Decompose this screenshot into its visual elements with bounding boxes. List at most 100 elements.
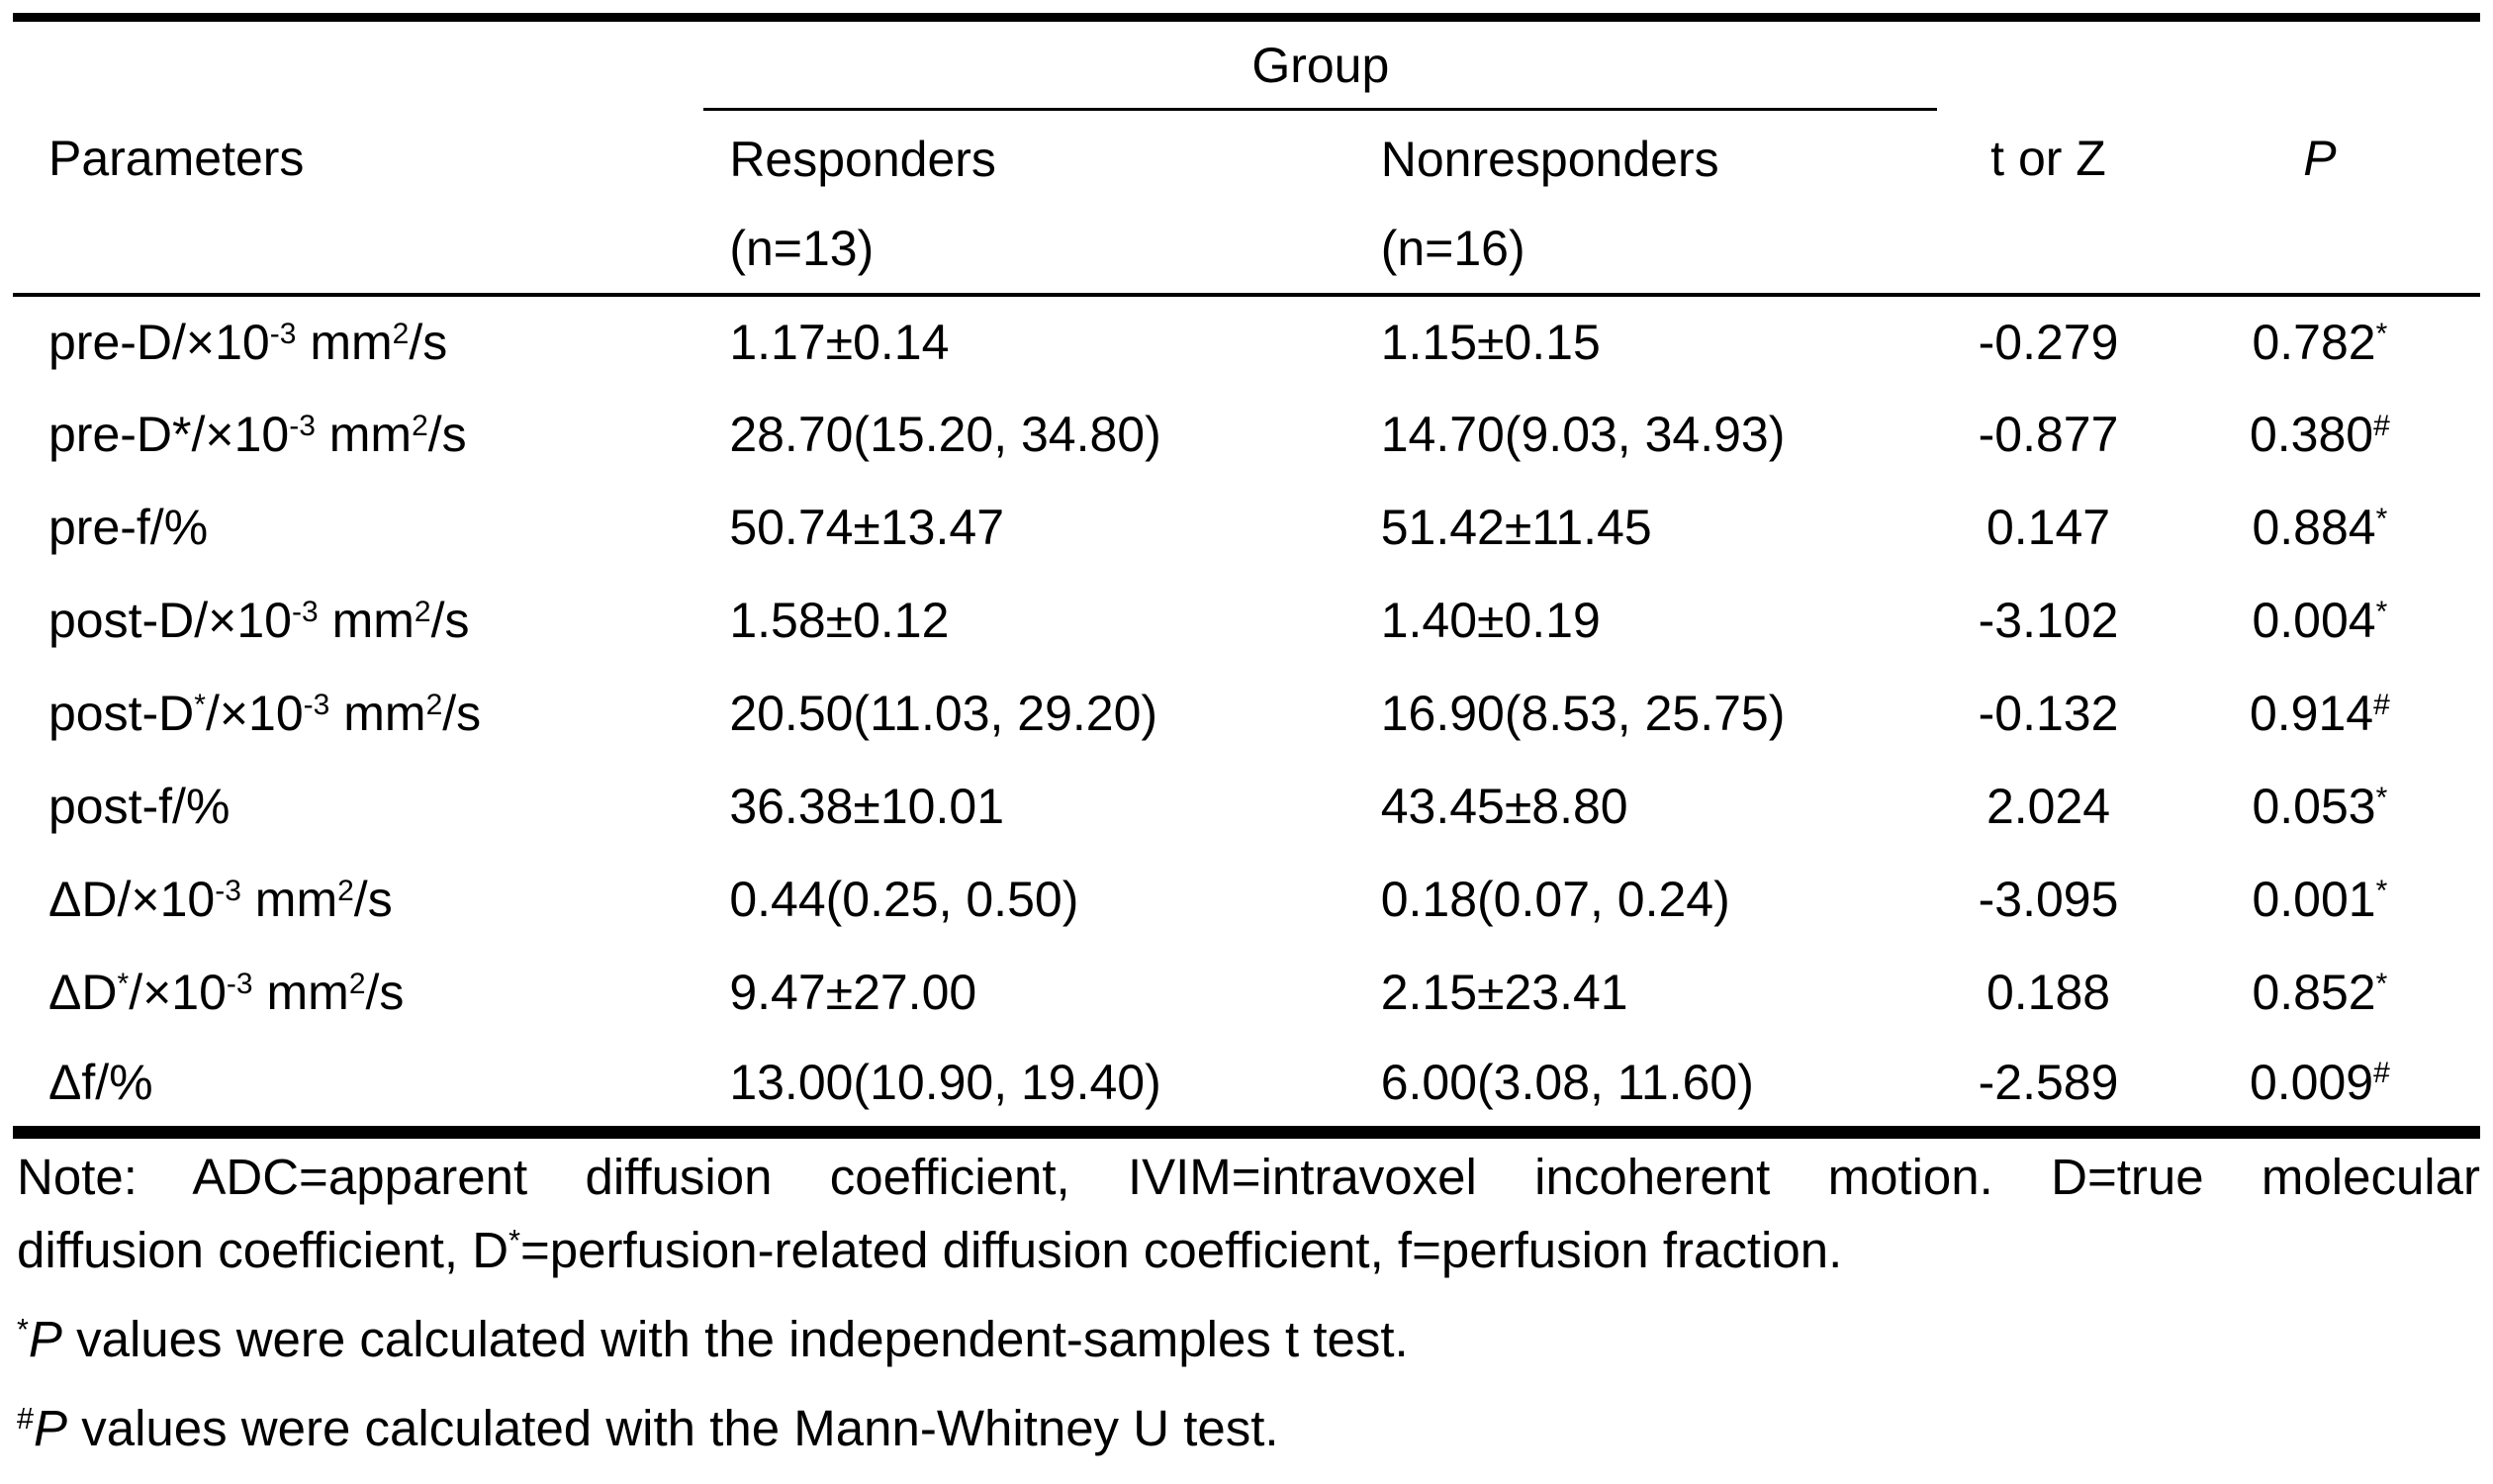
nonresponders-value-cell: 6.00(3.08, 11.60): [1380, 1054, 1754, 1110]
t-or-z-value-cell: -3.102: [1978, 593, 2119, 648]
table-row: ΔD*/×10-3 mm2/s 9.47±27.00 2.15±23.41 0.…: [13, 946, 2480, 1039]
p-marker-sup: #: [2373, 1057, 2390, 1090]
responders-value-cell: 1.17±0.14: [729, 315, 950, 370]
p-marker-sup: #: [2373, 409, 2390, 442]
p-value: 0.009: [2249, 1054, 2374, 1110]
p-marker-sup: *: [2375, 781, 2388, 814]
col-header-responders: Responders (n=13): [703, 109, 1355, 297]
col-header-t-or-z: t or Z: [1937, 109, 2160, 297]
t-or-z-value-cell: -2.589: [1978, 1054, 2119, 1110]
p-value: 0.001: [2252, 872, 2376, 927]
t-or-z-label: t or Z: [1990, 130, 2106, 186]
p-value-cell: 0.884*: [2160, 481, 2480, 574]
nonresponders-label: Nonresponders: [1380, 132, 1719, 187]
group-label: Group: [1251, 37, 1390, 93]
group-row-spacer-p: [2160, 18, 2480, 110]
note-line: *P values were calculated with the indep…: [17, 1310, 1409, 1367]
t-or-z-value-cell: -0.877: [1978, 407, 2119, 462]
col-header-p: P: [2159, 109, 2480, 297]
p-marker-sup: *: [2375, 502, 2388, 535]
p-marker-sup: #: [2373, 688, 2390, 721]
p-value: 0.782: [2252, 315, 2376, 370]
p-marker-sup: *: [2375, 317, 2388, 350]
responders-n: (n=13): [729, 221, 875, 276]
responders-value-cell: 13.00(10.90, 19.40): [729, 1054, 1161, 1110]
param-cell: ΔD/×10-3 mm2/s: [48, 872, 393, 927]
p-value: 0.852: [2252, 965, 2376, 1020]
param-cell: pre-D*/×10-3 mm2/s: [48, 407, 467, 462]
nonresponders-n: (n=16): [1380, 221, 1525, 276]
table-row: post-D/×10-3 mm2/s 1.58±0.12 1.40±0.19 -…: [13, 574, 2480, 667]
param-cell: pre-f/%: [48, 500, 209, 555]
note-line: #P values were calculated with the Mann-…: [17, 1399, 1279, 1456]
p-value-cell: 0.001*: [2160, 853, 2480, 946]
p-value-cell: 0.852*: [2160, 946, 2480, 1039]
col-header-nonresponders: Nonresponders (n=16): [1354, 109, 1938, 297]
param-cell: ΔD*/×10-3 mm2/s: [48, 965, 405, 1020]
nonresponders-value-cell: 16.90(8.53, 25.75): [1380, 686, 1786, 741]
nonresponders-value-cell: 14.70(9.03, 34.93): [1380, 407, 1786, 462]
table-row: pre-D/×10-3 mm2/s 1.17±0.14 1.15±0.15 -0…: [13, 295, 2480, 388]
nonresponders-value-cell: 2.15±23.41: [1380, 965, 1628, 1020]
table-row: post-f/% 36.38±10.01 43.45±8.80 2.024 0.…: [13, 760, 2480, 853]
t-or-z-value-cell: 0.147: [1985, 500, 2111, 555]
responders-label: Responders: [729, 132, 996, 187]
responders-value-cell: 36.38±10.01: [729, 779, 1004, 834]
t-or-z-value-cell: -3.095: [1978, 872, 2119, 927]
responders-value-cell: 0.44(0.25, 0.50): [729, 872, 1079, 927]
param-cell: post-D/×10-3 mm2/s: [48, 593, 470, 648]
t-or-z-value-cell: -0.279: [1978, 315, 2119, 370]
group-header-cell: Group: [703, 17, 1938, 111]
param-cell: post-f/%: [48, 779, 231, 834]
t-or-z-value-cell: 0.188: [1985, 965, 2111, 1020]
p-value: 0.884: [2252, 500, 2376, 555]
group-row-spacer-left: [13, 18, 703, 110]
table-row: ΔD/×10-3 mm2/s 0.44(0.25, 0.50) 0.18(0.0…: [13, 853, 2480, 946]
ivim-parameters-table: Group Parameters Responders (n=13) Nonre…: [13, 13, 2480, 1139]
param-cell: pre-D/×10-3 mm2/s: [48, 315, 448, 370]
note-paragraph: *P values were calculated with the indep…: [17, 1303, 2480, 1376]
group-row-spacer-t: [1937, 18, 2159, 110]
param-cell: post-D*/×10-3 mm2/s: [48, 686, 482, 741]
p-value-cell: 0.053*: [2160, 760, 2480, 853]
p-value: 0.053: [2252, 779, 2376, 834]
p-marker-sup: *: [2375, 595, 2388, 628]
responders-value-cell: 50.74±13.47: [729, 500, 1004, 555]
group-header-row: Group: [13, 17, 2480, 111]
nonresponders-value-cell: 1.15±0.15: [1380, 315, 1601, 370]
notes-section: Note: ADC=apparent diffusion coefficient…: [13, 1139, 2480, 1465]
responders-value-cell: 9.47±27.00: [729, 965, 977, 1020]
responders-value-cell: 20.50(11.03, 29.20): [729, 686, 1158, 741]
p-value-cell: 0.380#: [2160, 388, 2480, 481]
responders-value-cell: 1.58±0.12: [729, 593, 950, 648]
note-line: diffusion coefficient, D*=perfusion-rela…: [17, 1221, 1843, 1278]
p-value-cell: 0.914#: [2160, 667, 2480, 760]
p-label: P: [2303, 130, 2337, 186]
p-value-cell: 0.782*: [2160, 295, 2480, 388]
p-value: 0.004: [2252, 593, 2376, 648]
column-header-row: Parameters Responders (n=13) Nonresponde…: [13, 109, 2480, 297]
t-or-z-value-cell: 2.024: [1985, 779, 2111, 834]
note-line: Note: ADC=apparent diffusion coefficient…: [17, 1148, 2480, 1205]
note-paragraph: #P values were calculated with the Mann-…: [17, 1392, 2480, 1465]
param-cell: Δf/%: [48, 1054, 153, 1110]
table-row: pre-D*/×10-3 mm2/s 28.70(15.20, 34.80) 1…: [13, 388, 2480, 481]
p-value: 0.380: [2249, 407, 2374, 462]
nonresponders-value-cell: 51.42±11.45: [1380, 500, 1652, 555]
table-row: pre-f/% 50.74±13.47 51.42±11.45 0.147 0.…: [13, 481, 2480, 574]
p-marker-sup: *: [2375, 967, 2388, 1000]
p-value-cell: 0.004*: [2160, 574, 2480, 667]
p-value: 0.914: [2249, 686, 2374, 741]
responders-value-cell: 28.70(15.20, 34.80): [729, 407, 1161, 462]
table-row: post-D*/×10-3 mm2/s 20.50(11.03, 29.20) …: [13, 667, 2480, 760]
nonresponders-value-cell: 0.18(0.07, 0.24): [1380, 872, 1730, 927]
table-body: pre-D/×10-3 mm2/s 1.17±0.14 1.15±0.15 -0…: [13, 295, 2480, 1132]
p-marker-sup: *: [2375, 874, 2388, 907]
note-paragraph: Note: ADC=apparent diffusion coefficient…: [17, 1141, 2480, 1287]
p-value-cell: 0.009#: [2160, 1039, 2480, 1132]
parameters-label: Parameters: [48, 130, 305, 186]
col-header-parameters: Parameters: [13, 109, 704, 297]
nonresponders-value-cell: 43.45±8.80: [1380, 779, 1628, 834]
table-row: Δf/% 13.00(10.90, 19.40) 6.00(3.08, 11.6…: [13, 1039, 2480, 1132]
